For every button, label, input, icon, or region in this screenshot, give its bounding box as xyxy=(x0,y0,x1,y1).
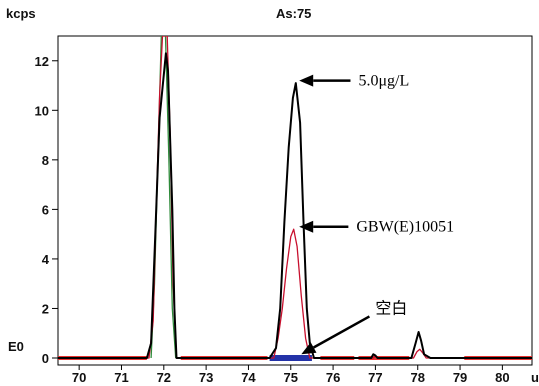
plot-frame xyxy=(57,35,533,366)
x-axis-unit: u xyxy=(531,370,539,385)
x-tick-label: 76 xyxy=(326,370,340,385)
x-tick-label: 71 xyxy=(114,370,128,385)
x-tick-label: 77 xyxy=(368,370,382,385)
x-tick-label: 78 xyxy=(410,370,424,385)
y-tick-label: 12 xyxy=(35,54,49,69)
annotation-arrowhead xyxy=(301,342,317,355)
x-tick-label: 79 xyxy=(453,370,467,385)
x-tick-label: 72 xyxy=(157,370,171,385)
y-tick-label: 10 xyxy=(35,103,49,118)
x-tick-label: 75 xyxy=(284,370,298,385)
y-origin-label: E0 xyxy=(8,339,24,354)
y-axis-unit: kcps xyxy=(6,6,36,21)
annotation-arrow-line xyxy=(312,315,371,349)
axis-ticks: 0 2 4 6 8 10 12 70 71 72 73 74 75 76 77 78 79 80 xyxy=(35,54,510,385)
x-tick-label: 73 xyxy=(199,370,213,385)
y-tick-label: 6 xyxy=(42,202,49,217)
series-lines xyxy=(58,36,532,359)
annotations: 5.0μg/L GBW(E)10051 空白 xyxy=(299,73,454,355)
y-tick-label: 4 xyxy=(42,252,50,267)
x-tick-label: 80 xyxy=(495,370,509,385)
annotation-label: 空白 xyxy=(375,299,407,317)
series-line xyxy=(58,36,532,359)
annotation-arrowhead xyxy=(299,74,314,87)
series-line xyxy=(58,52,532,359)
y-tick-label: 8 xyxy=(42,153,49,168)
y-tick-label: 2 xyxy=(42,301,49,316)
annotation-arrowhead xyxy=(299,220,314,233)
y-tick-label: 0 xyxy=(42,351,49,366)
annotation-label: GBW(E)10051 xyxy=(356,219,454,236)
chart-title: As:75 xyxy=(276,6,311,21)
annotation-label: 5.0μg/L xyxy=(358,73,409,90)
x-tick-label: 70 xyxy=(72,370,86,385)
x-tick-label: 74 xyxy=(241,370,256,385)
